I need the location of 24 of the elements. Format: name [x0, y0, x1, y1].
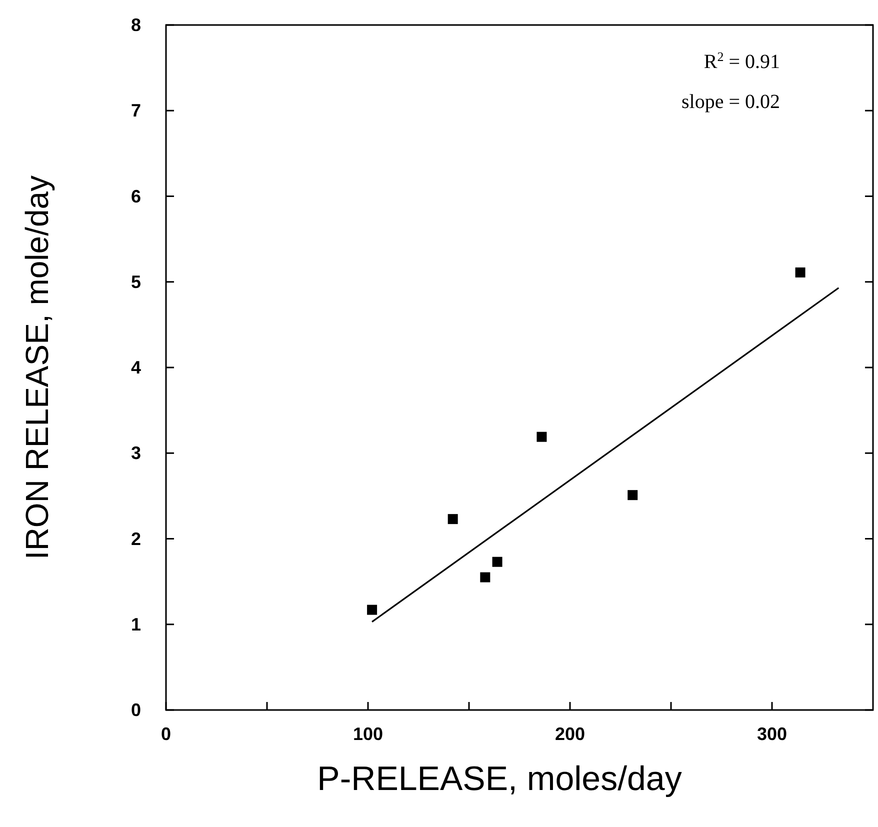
y-tick-label: 8 — [130, 15, 142, 35]
y-tick-label: 2 — [130, 528, 142, 549]
y-tick-label: 0 — [130, 700, 142, 720]
y-axis-title: IRON RELEASE, mole/day — [19, 175, 55, 560]
y-tick-label: 4 — [130, 358, 142, 378]
y-tick-label: 6 — [130, 186, 142, 206]
point — [536, 432, 547, 442]
point — [480, 572, 490, 582]
point — [492, 556, 502, 567]
point — [795, 267, 806, 278]
annotation: R$^{2}$ = 0.91 — [704, 48, 780, 73]
x-axis-title: P-RELEASE, moles/day — [317, 760, 682, 798]
y-tick-label: 5 — [130, 272, 142, 292]
annotation: slope = 0.02 — [682, 91, 780, 113]
x-tick-label: 200 — [554, 724, 586, 744]
y-tick-label: 1 — [130, 614, 142, 634]
x-tick-label: 0 — [160, 724, 172, 744]
point — [367, 604, 378, 615]
point — [448, 514, 458, 524]
point — [628, 490, 638, 500]
y-tick-label: 7 — [130, 100, 142, 121]
x-tick-label: 100 — [352, 724, 384, 744]
y-tick-label: 3 — [130, 443, 142, 464]
x-tick-label: 300 — [756, 724, 788, 744]
